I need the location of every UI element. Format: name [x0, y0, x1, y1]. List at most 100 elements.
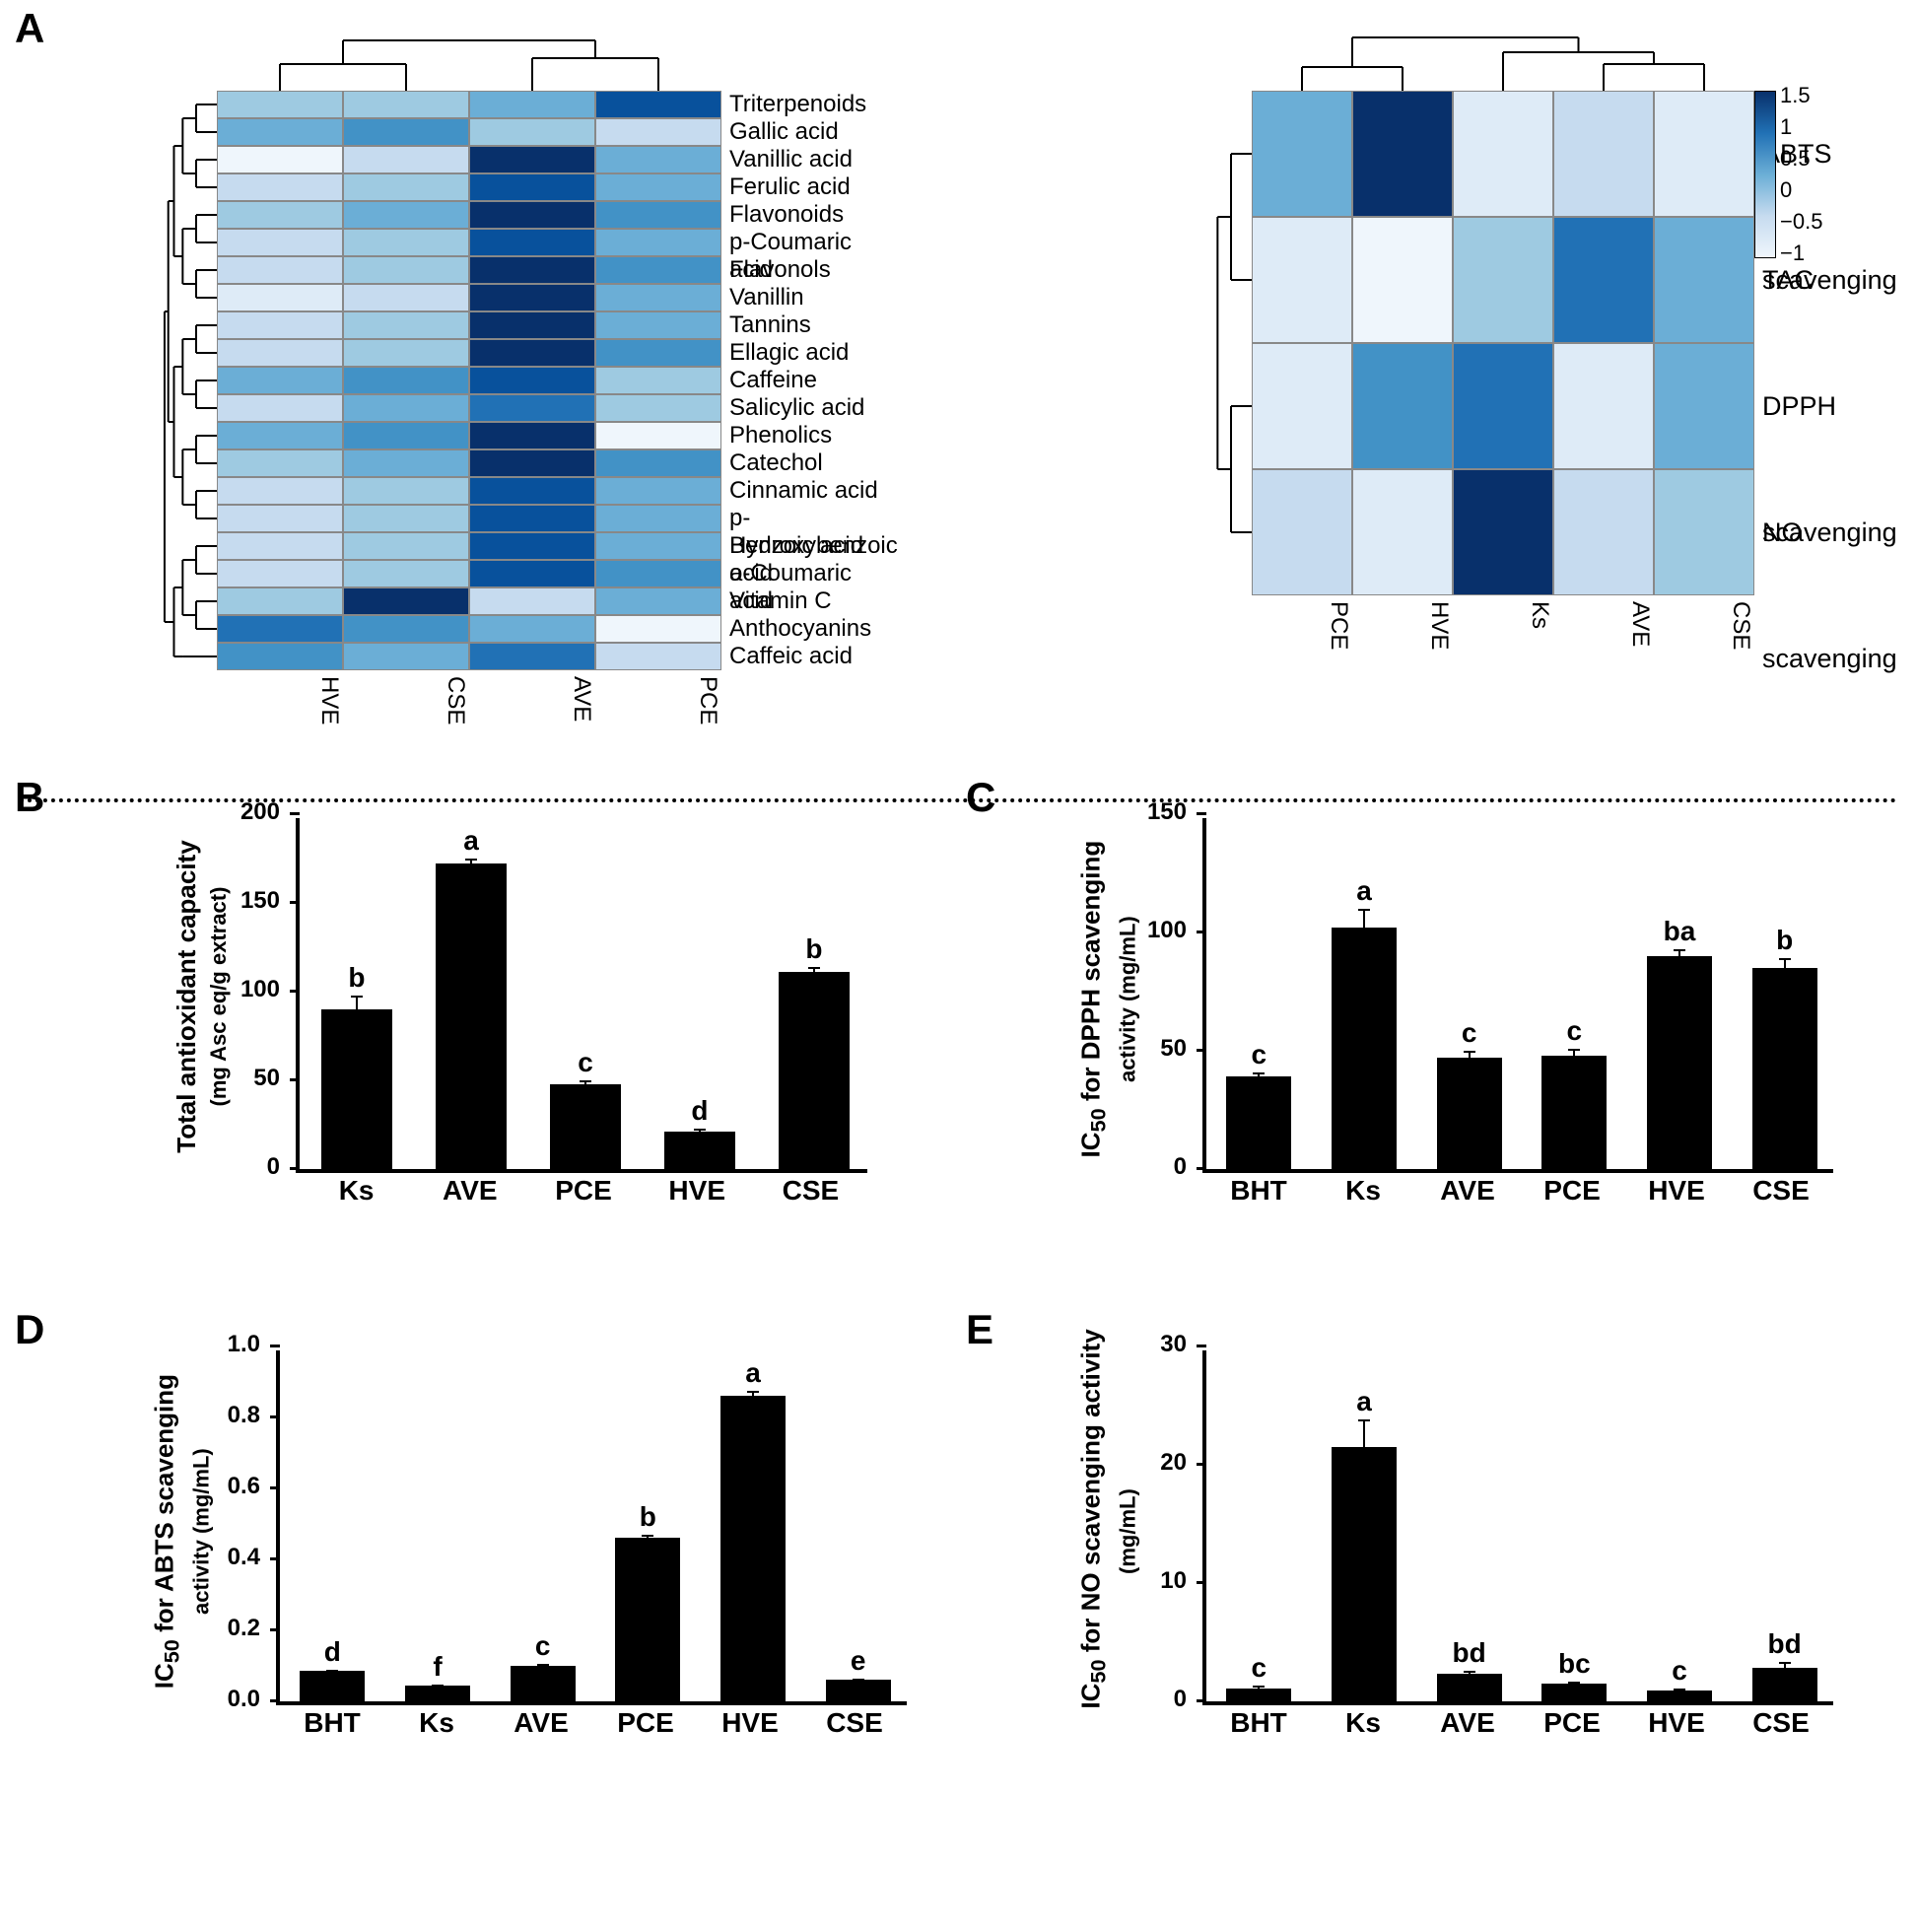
y-tick	[1197, 1345, 1206, 1347]
bar: f	[405, 1686, 470, 1701]
significance-letter: c	[1462, 1017, 1477, 1049]
col-label: CSE	[343, 676, 469, 724]
row-label: Triterpenoids	[729, 91, 898, 118]
error-bar	[331, 1670, 333, 1674]
heatmap-cell	[343, 505, 469, 532]
heatmap-cell	[343, 284, 469, 311]
y-tick	[290, 990, 300, 993]
heatmap-cell	[469, 229, 595, 256]
heatmap-cell	[469, 146, 595, 173]
y-tick-label: 0.6	[228, 1473, 260, 1500]
x-tick-label: HVE	[1624, 1175, 1729, 1207]
heatmap-cell	[217, 449, 343, 477]
panel-c-label: C	[966, 774, 995, 821]
bar: b	[779, 972, 850, 1169]
x-tick-label: HVE	[698, 1707, 802, 1739]
heatmap-col-labels: HVECSEAVEPCE	[217, 676, 721, 724]
colorbar-gradient	[1754, 91, 1776, 258]
y-tick	[270, 1415, 280, 1418]
heatmap-cell	[595, 422, 721, 449]
bar: c	[550, 1084, 621, 1169]
error-bar	[1469, 1051, 1471, 1065]
bar: a	[1332, 928, 1397, 1169]
significance-letter: c	[578, 1047, 593, 1078]
heatmap-cell	[595, 394, 721, 422]
heatmap-cell	[1352, 217, 1453, 343]
x-tick-label: AVE	[413, 1175, 526, 1207]
error-bar	[857, 1679, 859, 1682]
error-bar	[437, 1685, 439, 1687]
col-label: PCE	[1252, 601, 1352, 650]
heatmap-cell	[1252, 91, 1352, 217]
heatmap-cell	[1252, 343, 1352, 469]
x-tick-label: AVE	[1415, 1175, 1520, 1207]
heatmap-cell	[1654, 343, 1754, 469]
y-tick-label: 0.8	[228, 1402, 260, 1429]
row-label: Benzoic acid	[729, 532, 898, 560]
panel-a-label: A	[15, 5, 44, 52]
significance-letter: bc	[1558, 1648, 1591, 1680]
significance-letter: a	[1356, 1386, 1372, 1417]
x-axis-labels: KsAVEPCEHVECSE	[300, 1175, 867, 1207]
x-tick-label: BHT	[1206, 1707, 1311, 1739]
bar: ba	[1647, 956, 1712, 1169]
y-tick-label: 0	[267, 1153, 280, 1181]
y-tick	[270, 1557, 280, 1560]
heatmap-cell	[217, 560, 343, 587]
heatmap-cell	[469, 201, 595, 229]
barcharts-row: B C D E 050100150200bacdbKsAVEPCEHVECSET…	[20, 789, 1897, 1912]
heatmap-cell	[595, 91, 721, 118]
heatmap-cell	[469, 394, 595, 422]
row-label: Flavonoids	[729, 201, 898, 229]
bar: bd	[1437, 1674, 1502, 1701]
heatmap-cell	[469, 173, 595, 201]
bar: a	[720, 1396, 786, 1701]
significance-letter: b	[1776, 925, 1793, 956]
significance-letter: f	[433, 1651, 442, 1683]
col-label: Ks	[1453, 601, 1553, 650]
y-tick	[290, 901, 300, 904]
error-bar	[1678, 949, 1680, 963]
bar: bc	[1541, 1684, 1607, 1701]
col-label: HVE	[217, 676, 343, 724]
heatmap-cell	[595, 173, 721, 201]
y-tick-label: 150	[240, 887, 280, 915]
heatmap-col-labels: PCEHVEKsAVECSE	[1252, 601, 1754, 650]
heatmap-cell	[595, 367, 721, 394]
heatmap-cell	[595, 643, 721, 670]
row-label: Cinnamic acid	[729, 477, 898, 505]
x-tick-label: PCE	[526, 1175, 640, 1207]
significance-letter: a	[745, 1357, 761, 1389]
y-tick-label: 30	[1160, 1331, 1187, 1358]
heatmap-cell	[217, 615, 343, 643]
dendrogram-rows	[158, 91, 217, 670]
heatmap-cell	[469, 615, 595, 643]
x-tick-label: PCE	[1520, 1707, 1624, 1739]
panel-d-label: D	[15, 1306, 44, 1353]
x-tick-label: Ks	[1311, 1707, 1415, 1739]
heatmap-cell	[1654, 91, 1754, 217]
error-bar	[1784, 958, 1786, 977]
heatmap-cell	[1252, 217, 1352, 343]
heatmap-cell	[1352, 469, 1453, 595]
heatmap-cell	[1553, 469, 1654, 595]
row-label: Caffeic acid	[729, 643, 898, 670]
row-label: Gallic acid	[729, 118, 898, 146]
colorbar-ticks: 1.510.50−0.5−1	[1780, 83, 1822, 266]
y-tick-label: 0.2	[228, 1615, 260, 1642]
y-tick	[290, 812, 300, 815]
heatmap-cell	[217, 505, 343, 532]
heatmap-cell	[343, 422, 469, 449]
error-bar	[1469, 1671, 1471, 1678]
dendrogram-columns	[1252, 32, 1754, 91]
significance-letter: d	[324, 1636, 341, 1668]
significance-letter: e	[851, 1645, 866, 1677]
heatmap-cell	[595, 560, 721, 587]
significance-letter: c	[1252, 1652, 1267, 1684]
heatmap-cell	[217, 339, 343, 367]
heatmap-cell	[469, 339, 595, 367]
bar: d	[664, 1132, 735, 1169]
heatmap-cell	[469, 256, 595, 284]
heatmap-cell	[343, 394, 469, 422]
heatmap-cell	[217, 284, 343, 311]
